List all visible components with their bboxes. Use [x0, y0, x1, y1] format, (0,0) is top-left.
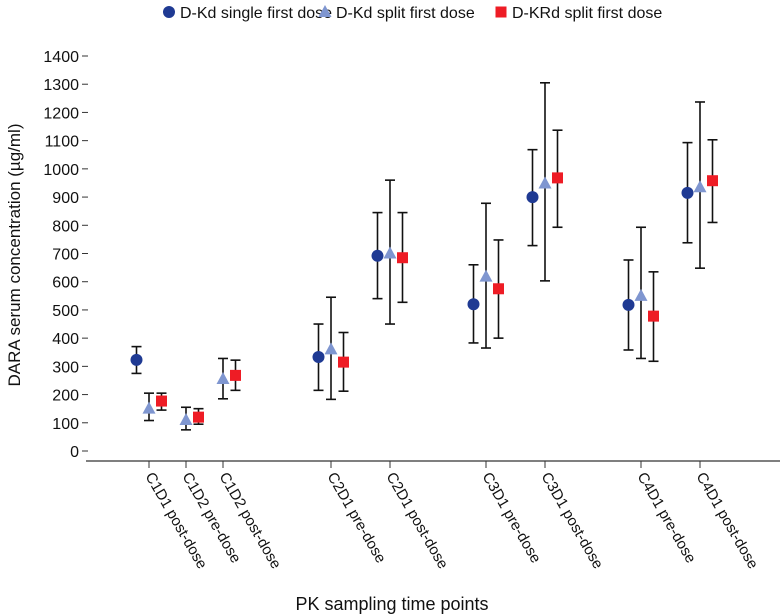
data-point-circle	[371, 249, 384, 262]
data-point-circle	[130, 353, 143, 366]
data-point-square	[648, 310, 659, 322]
data-point-square	[230, 369, 241, 381]
y-tick-label: 700	[52, 247, 79, 264]
marks	[130, 82, 718, 431]
x-tick-label: C4D1 pre-dose	[634, 470, 700, 567]
data-point-triangle	[634, 288, 648, 301]
data-point-square	[397, 252, 408, 264]
data-point-triangle	[693, 180, 707, 193]
data-point-square	[493, 283, 504, 295]
legend: D-Kd single first dose D-Kd split first d…	[163, 5, 662, 22]
y-axis-label: DARA serum concentration (µg/ml)	[5, 124, 24, 387]
data-point-circle	[312, 351, 325, 364]
axes: 0 100 200 300 400 500 600 700 800 900 1000 1100 1200…	[43, 49, 780, 572]
data-point-square	[156, 395, 167, 407]
x-tick-label: C3D1 post-dose	[538, 470, 607, 572]
data-point-triangle	[324, 342, 338, 355]
data-point-square	[707, 175, 718, 187]
x-tick-label: C2D1 pre-dose	[324, 470, 390, 567]
y-tick-label: 800	[52, 218, 79, 235]
y-tick-label: 1100	[45, 134, 80, 151]
data-point-square	[552, 172, 563, 184]
data-point-circle	[681, 186, 694, 199]
data-point-circle	[526, 191, 539, 204]
data-point-square	[193, 411, 204, 423]
data-point-triangle	[479, 269, 493, 282]
data-point-square	[338, 356, 349, 368]
y-tick-label: 400	[52, 331, 79, 348]
legend-marker-circle	[163, 6, 175, 18]
y-tick-label: 1200	[43, 105, 79, 122]
x-axis-label: PK sampling time points	[295, 594, 488, 614]
y-tick-label: 600	[52, 275, 79, 292]
legend-label: D-Kd split first dose	[336, 5, 475, 22]
data-point-triangle	[383, 246, 397, 259]
legend-label: D-KRd split first dose	[512, 5, 662, 22]
y-tick-label: 500	[52, 303, 79, 320]
data-point-circle	[622, 298, 635, 311]
data-point-circle	[467, 298, 480, 311]
data-point-triangle	[142, 401, 156, 414]
y-tick-label: 300	[52, 359, 79, 376]
y-tick-label: 0	[70, 444, 79, 461]
y-tick-label: 200	[52, 388, 79, 405]
legend-label: D-Kd single first dose	[180, 5, 332, 22]
data-point-triangle	[216, 372, 230, 385]
y-tick-label: 1400	[43, 49, 79, 66]
data-point-triangle	[179, 412, 193, 425]
x-tick-label: C3D1 pre-dose	[479, 470, 545, 567]
y-tick-label: 900	[52, 190, 79, 207]
y-tick-label: 1000	[43, 162, 79, 179]
x-tick-label: C4D1 post-dose	[693, 470, 762, 572]
data-point-triangle	[538, 176, 552, 189]
legend-marker-triangle	[318, 5, 332, 17]
y-tick-label: 1300	[43, 77, 79, 94]
y-tick-label: 100	[52, 416, 79, 433]
legend-marker-square	[495, 6, 507, 18]
x-tick-label: C2D1 post-dose	[383, 470, 452, 572]
